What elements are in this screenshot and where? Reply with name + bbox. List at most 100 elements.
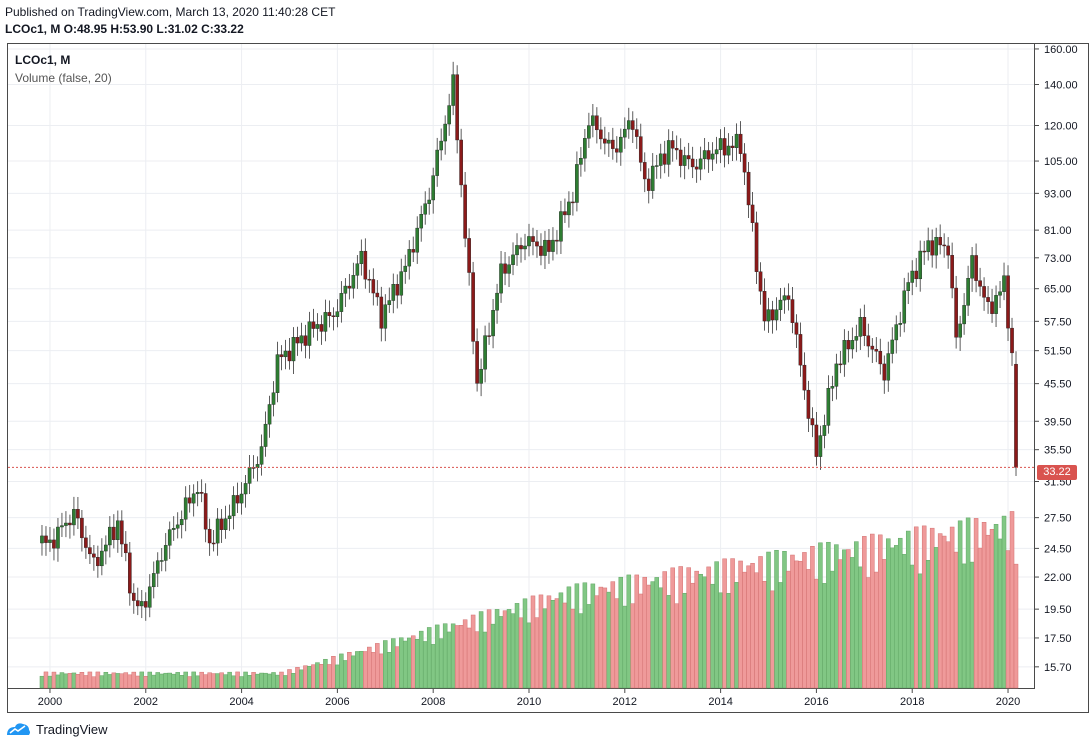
volume-bar [75,674,81,689]
volume-bar [814,578,819,689]
price-axis[interactable] [1035,43,1089,689]
volume-bar [115,673,121,689]
candle-body [906,282,911,292]
candle-body [319,324,324,332]
volume-bar [662,571,667,689]
volume-bar [295,667,300,689]
volume-bar [622,605,628,689]
candle-body [435,149,439,176]
candle-body [40,535,44,544]
candle-body [88,547,92,555]
candle-body [411,249,416,253]
candle-body [80,517,84,539]
candle-body [143,601,148,608]
volume-bar [1013,563,1019,689]
brand-name: TradingView [36,721,108,737]
volume-bar [215,673,220,689]
candle-body [982,286,986,298]
candle-body [611,139,615,149]
candle-body [994,295,998,314]
volume-bar [103,671,109,689]
volume-bar [734,582,739,689]
candle-body [710,153,715,160]
candle-body [475,341,479,384]
symbol-legend[interactable]: LCOc1, M [15,53,71,67]
candle-body [626,120,631,130]
volume-bar [969,561,975,689]
volume-bar [199,671,204,689]
volume-bar [422,641,428,689]
volume-bar [921,525,927,689]
volume-bar [143,676,149,689]
volume-bar [83,675,89,689]
price-tick-label: 22.00 [1044,572,1072,584]
volume-bar [710,583,715,689]
tradingview-logo[interactable]: TradingView [5,718,108,740]
volume-bar [179,675,184,689]
volume-bar [195,675,200,689]
volume-legend[interactable]: Volume (false, 20) [15,71,112,85]
candle-body [634,129,639,137]
volume-bar [442,623,448,689]
candle-body [295,337,300,344]
volume-bar [698,573,703,689]
volume-bar [750,563,755,689]
volume-bar [474,631,480,689]
candle-body [738,133,743,154]
candle-body [431,175,435,201]
candle-body [503,263,507,274]
candle-body [171,528,176,530]
volume-bar [997,538,1003,689]
volume-bar [706,566,711,689]
candle-body [802,364,807,391]
candle-body [495,292,499,311]
candle-body [395,284,400,296]
candle-body [678,149,683,166]
volume-bar [650,581,655,689]
candle-body [116,520,120,540]
volume-bar [578,613,584,689]
candle-body [934,237,938,256]
time-axis[interactable] [7,689,1089,713]
candle-body [886,353,891,381]
candle-body [187,497,192,504]
candle-body [355,263,360,276]
candle-body [167,529,172,546]
candle-body [339,293,344,312]
candle-body [128,552,132,594]
volume-bar [726,593,731,689]
volume-bar [642,576,648,689]
volume-bar [426,627,432,689]
price-tick-label: 65.00 [1044,284,1072,296]
volume-bar [866,577,871,689]
candle-body [726,145,731,156]
candle-body [459,139,463,186]
candle-body [483,335,487,370]
candle-body [491,310,495,337]
candle-body [179,519,184,526]
candle-body [890,339,895,354]
candle-body [391,284,396,301]
candle-body [898,323,903,325]
volume-bar [913,526,919,689]
volume-bar [746,565,751,689]
candle-body [155,560,160,574]
volume-bar [886,538,891,689]
candle-body [84,537,88,548]
candle-body [203,493,208,530]
chart-pane[interactable] [7,43,1035,689]
volume-bar [874,571,879,689]
price-tick-label: 15.70 [1044,662,1072,674]
candle-body [766,309,771,322]
volume-bar [131,671,137,689]
volume-bar [155,672,160,689]
volume-bar [526,622,532,689]
volume-bar [502,610,508,689]
candle-body [347,285,352,289]
volume-bar [51,671,57,689]
candle-body [463,184,467,239]
volume-bar [315,662,320,689]
candle-body [383,304,388,329]
candle-body [1010,327,1014,354]
